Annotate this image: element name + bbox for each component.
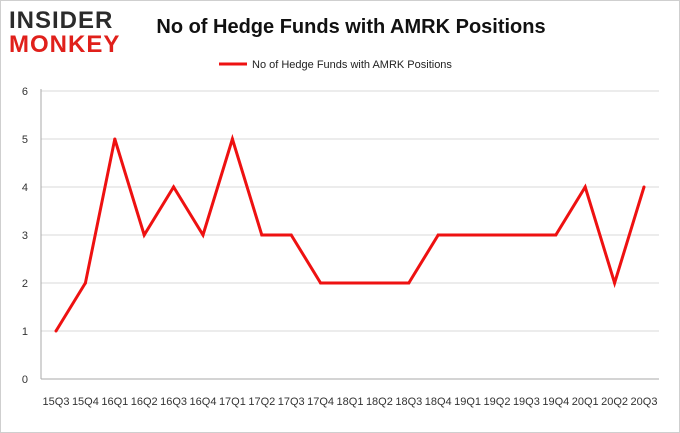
x-tick-label: 19Q4 — [542, 396, 569, 408]
data-point — [583, 185, 587, 189]
data-point — [142, 233, 146, 237]
x-tick-label: 20Q1 — [572, 396, 599, 408]
y-tick-labels: 0 1 2 3 4 5 6 — [22, 86, 28, 386]
x-tick-label: 20Q2 — [601, 396, 628, 408]
x-tick-label: 19Q3 — [513, 396, 540, 408]
data-point — [407, 281, 411, 285]
y-tick-label: 1 — [22, 326, 28, 338]
y-tick-label: 5 — [22, 134, 28, 146]
y-tick-label: 0 — [22, 374, 28, 386]
data-point — [319, 281, 323, 285]
chart-title: No of Hedge Funds with AMRK Positions — [156, 16, 546, 38]
data-point — [436, 233, 440, 237]
logo-line-1: INSIDER — [9, 7, 114, 34]
data-point — [377, 281, 381, 285]
x-tick-label: 18Q1 — [337, 396, 364, 408]
data-point — [260, 233, 264, 237]
data-point — [554, 233, 558, 237]
data-point — [113, 137, 117, 141]
data-point — [172, 185, 176, 189]
x-tick-label: 15Q4 — [72, 396, 99, 408]
x-tick-label: 17Q4 — [307, 396, 334, 408]
x-tick-label: 16Q1 — [101, 396, 128, 408]
y-tick-label: 2 — [22, 278, 28, 290]
insider-monkey-logo: INSIDER MONKEY — [9, 7, 131, 57]
data-point — [613, 281, 617, 285]
logo-line-2: MONKEY — [9, 31, 121, 58]
x-tick-label: 18Q2 — [366, 396, 393, 408]
data-point — [348, 281, 352, 285]
y-tick-label: 4 — [22, 182, 28, 194]
x-tick-label: 16Q2 — [131, 396, 158, 408]
data-point — [230, 137, 234, 141]
x-tick-label: 19Q1 — [454, 396, 481, 408]
grid-lines — [41, 90, 659, 332]
x-tick-label: 15Q3 — [43, 396, 70, 408]
axes — [40, 89, 659, 380]
data-point — [54, 329, 58, 333]
x-tick-label: 17Q3 — [278, 396, 305, 408]
x-tick-label: 17Q1 — [219, 396, 246, 408]
x-tick-label: 18Q3 — [395, 396, 422, 408]
x-tick-label: 18Q4 — [425, 396, 452, 408]
series-layer — [54, 133, 646, 333]
x-tick-label: 19Q2 — [484, 396, 511, 408]
y-tick-label: 3 — [22, 230, 28, 242]
data-point — [83, 281, 87, 285]
legend: No of Hedge Funds with AMRK Positions — [219, 59, 452, 71]
x-tick-label: 16Q3 — [160, 396, 187, 408]
data-point — [495, 233, 499, 237]
data-point — [642, 185, 646, 189]
y-tick-label: 6 — [22, 86, 28, 98]
data-point — [466, 233, 470, 237]
data-point — [524, 233, 528, 237]
x-tick-label: 20Q3 — [631, 396, 658, 408]
data-point — [289, 233, 293, 237]
x-tick-label: 17Q2 — [248, 396, 275, 408]
data-point — [201, 233, 205, 237]
x-tick-labels: 15Q3 15Q4 16Q1 16Q2 16Q3 16Q4 17Q1 17Q2 17Q3 17Q4… — [43, 396, 658, 408]
x-tick-label: 16Q4 — [190, 396, 217, 408]
legend-label: No of Hedge Funds with AMRK Positions — [252, 59, 452, 71]
